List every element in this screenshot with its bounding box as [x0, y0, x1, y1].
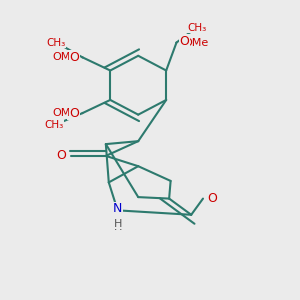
Text: O: O — [56, 149, 66, 162]
Text: H: H — [113, 222, 122, 232]
Text: OMe: OMe — [184, 38, 209, 47]
Text: O: O — [68, 107, 78, 120]
Text: CH₃: CH₃ — [188, 23, 207, 33]
Text: O: O — [207, 192, 217, 205]
Text: H: H — [113, 219, 122, 229]
Text: OMe: OMe — [52, 52, 78, 62]
Text: O: O — [70, 51, 79, 64]
Text: O: O — [68, 51, 78, 64]
Text: CH₃: CH₃ — [45, 120, 64, 130]
Text: N: N — [113, 202, 122, 215]
Text: O: O — [70, 107, 79, 120]
Text: O: O — [56, 149, 66, 162]
Text: O: O — [184, 36, 194, 49]
Text: CH₃: CH₃ — [46, 38, 65, 47]
Text: O: O — [207, 192, 217, 205]
Text: N: N — [113, 204, 122, 217]
Text: O: O — [179, 34, 189, 48]
Text: OMe: OMe — [52, 108, 78, 118]
